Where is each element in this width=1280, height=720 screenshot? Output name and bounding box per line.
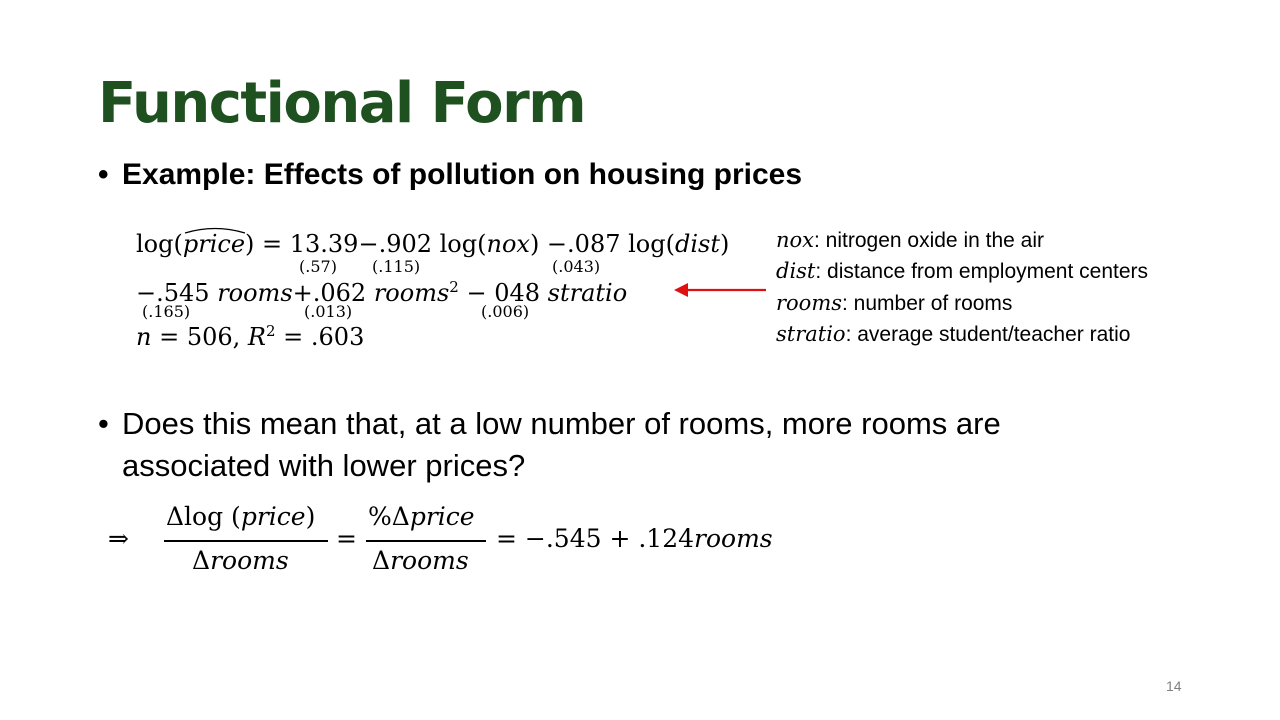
eq-line1-coefs: ) = 13.39−.902 log( [245, 230, 487, 258]
eq-dist-var: dist [674, 230, 720, 258]
eq-r-value: = .603 [275, 323, 365, 351]
se-stratio: (.006) [481, 302, 530, 321]
eq-log-open: log( [136, 230, 183, 258]
bullet-example-text: Example: Effects of pollution on housing… [122, 158, 803, 191]
derivative-rhs: = −.545 + .124rooms [496, 524, 773, 553]
definition-var: dist [776, 259, 816, 283]
fraction-bar [366, 540, 486, 542]
definition-desc: : average student/teacher ratio [845, 323, 1131, 346]
se-rooms: (.165) [142, 302, 191, 321]
definition-dist: dist: distance from employment centers [776, 259, 1148, 284]
eq-n-var: n [136, 323, 152, 351]
price-hat: price [182, 227, 246, 258]
eq-n-value: = 506, [151, 323, 248, 351]
bullet-dot: • [98, 158, 109, 191]
definition-rooms: rooms: number of rooms [776, 291, 1012, 316]
eq-stratio-coef: − 048 [458, 279, 548, 307]
eq-square-exp: 2 [449, 278, 459, 296]
frac2-denominator: Δrooms [372, 546, 469, 575]
eq-line1-mid: ) −.087 log( [529, 230, 675, 258]
equals-sign: = [336, 524, 357, 553]
eq-r-exp: 2 [265, 322, 276, 340]
eq-rooms-coef: −.545 [136, 279, 218, 307]
eq-rooms-var: rooms [217, 279, 293, 307]
se-intercept: (.57) [299, 257, 337, 276]
se-rooms-sq: (.013) [304, 302, 353, 321]
eq-rooms-sq-var: rooms [373, 279, 450, 307]
definition-desc: : number of rooms [842, 292, 1013, 315]
equation-line-1: log(price) = 13.39−.902 log(nox) −.087 l… [136, 227, 730, 258]
definition-stratio: stratio: average student/teacher ratio [776, 322, 1130, 347]
implies-icon: ⇒ [108, 524, 129, 553]
slide-title: Functional Form [98, 71, 587, 136]
bullet-question-text: Does this mean that, at a low number of … [122, 406, 1001, 483]
equation-line-3: n = 506, R2 = .603 [136, 322, 364, 351]
fraction-bar [164, 540, 328, 542]
equation-line-2: −.545 rooms+.062 rooms2 − 048 stratio [136, 278, 627, 307]
eq-nox-var: nox [486, 230, 530, 258]
eq-price-var: price [182, 230, 246, 258]
eq-r-var: R [247, 323, 266, 351]
red-arrow-icon [674, 283, 766, 297]
definition-nox: nox: nitrogen oxide in the air [776, 228, 1044, 253]
eq-stratio-var: stratio [547, 279, 628, 307]
definition-var: nox [776, 228, 815, 252]
frac1-numerator: Δlog (price) [166, 502, 316, 531]
definition-var: rooms [776, 291, 843, 315]
page-number: 14 [1166, 678, 1182, 694]
definition-var: stratio [776, 322, 846, 346]
definition-desc: : nitrogen oxide in the air [814, 229, 1044, 252]
eq-line1-close: ) [719, 230, 730, 258]
se-dist: (.043) [552, 257, 601, 276]
frac1-denominator: Δrooms [192, 546, 289, 575]
hat-icon [184, 227, 246, 234]
eq-rooms-sq-coef: +.062 [292, 279, 374, 307]
se-nox: (.115) [372, 257, 421, 276]
definition-desc: : distance from employment centers [815, 260, 1149, 283]
bullet-dot: • [98, 406, 109, 441]
frac2-numerator: %Δprice [368, 502, 475, 531]
